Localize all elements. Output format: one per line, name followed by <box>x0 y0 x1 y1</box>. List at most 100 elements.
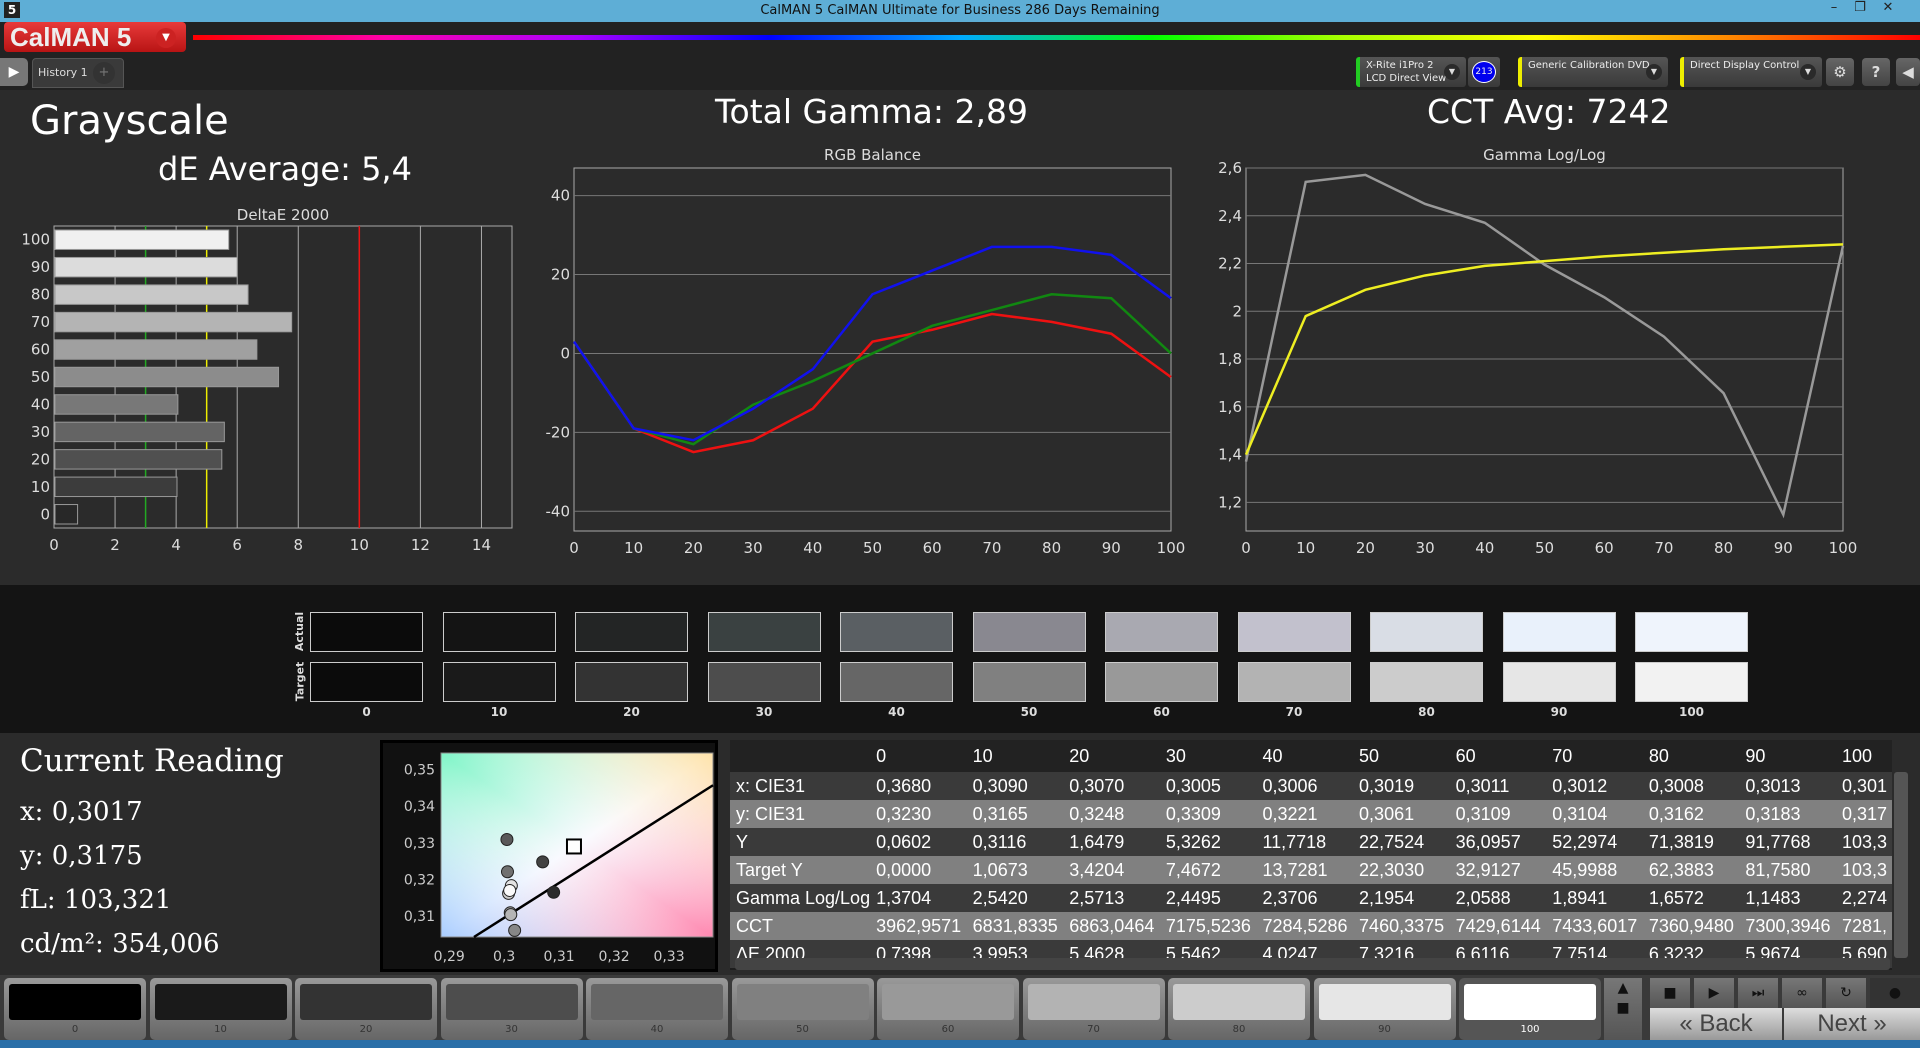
chevron-down-icon[interactable]: ▼ <box>1646 64 1662 80</box>
patch-0[interactable]: 0 <box>4 978 146 1040</box>
x-tick-label: 0 <box>1241 539 1251 557</box>
patch-70[interactable]: 70 <box>1022 978 1165 1040</box>
x-tick-label: 60 <box>923 539 942 557</box>
patch-10[interactable]: 10 <box>149 978 292 1040</box>
table-cell: 7433,6017 <box>1546 912 1643 940</box>
y-tick-label: 1,4 <box>1218 446 1242 464</box>
y-tick-label: 80 <box>31 286 50 304</box>
table-cell: 1,3704 <box>870 884 967 912</box>
column-header[interactable]: 60 <box>1449 740 1547 772</box>
bar-0 <box>54 504 79 525</box>
table-row: Y 0,0602 0,3116 1,6479 5,3262 11,7718 22,7524 3… <box>730 828 1892 856</box>
table-cell: 71,3819 <box>1642 828 1740 856</box>
close-button[interactable]: ✕ <box>1882 0 1894 15</box>
meter-badge[interactable]: 213 <box>1472 61 1496 83</box>
target-swatch-50 <box>972 662 1086 702</box>
app-icon[interactable]: 5 <box>4 2 20 18</box>
patch-label: 20 <box>359 1024 373 1035</box>
swatch-label: 20 <box>623 705 640 719</box>
patch-color <box>1027 984 1160 1020</box>
page-title: Grayscale <box>30 98 229 144</box>
table-row: y: CIE31 0,3230 0,3165 0,3248 0,3309 0,3221 0,… <box>730 800 1892 828</box>
meter-selector[interactable]: X-Rite i1Pro 2 LCD Direct View ▼ <box>1356 57 1466 87</box>
x-tick-label: 10 <box>350 536 369 554</box>
patch-60[interactable]: 60 <box>877 978 1019 1040</box>
refresh-icon[interactable]: ↻ <box>1826 978 1866 1008</box>
column-header[interactable]: 30 <box>1159 740 1257 772</box>
patch-40[interactable]: 40 <box>586 978 728 1040</box>
patch-30[interactable]: 30 <box>440 978 583 1040</box>
bar-30 <box>54 421 225 443</box>
patch-20[interactable]: 20 <box>295 978 437 1040</box>
play-icon[interactable]: ▶ <box>0 58 28 86</box>
patch-50[interactable]: 50 <box>731 978 874 1040</box>
source-selector[interactable]: Generic Calibration DVD ▼ <box>1518 57 1668 87</box>
y-tick-label: 0,34 <box>404 799 435 815</box>
calman-logo[interactable]: CalMAN 5 <box>4 22 186 52</box>
x-tick-label: 100 <box>1829 539 1858 557</box>
play-icon[interactable]: ▶ <box>1694 978 1734 1008</box>
swatch-comparison-panel: Actual Target 0 10 20 30 40 50 60 70 80 … <box>0 585 1920 733</box>
swatch-label: 50 <box>1020 705 1038 719</box>
column-header[interactable]: 80 <box>1642 740 1740 772</box>
patch-90[interactable]: 90 <box>1313 978 1456 1040</box>
gamma-chart: 1,2 1,4 1,6 1,8 2 2,2 2,4 2,6 0 10 20 30 40 50 60 70 80 9… <box>1218 162 1858 557</box>
rainbow-bar <box>193 35 1920 40</box>
table-cell: 0,0602 <box>870 828 967 856</box>
x-tick-label: 20 <box>1356 539 1375 557</box>
stop-icon[interactable]: ■ <box>1650 978 1690 1008</box>
column-header[interactable]: 90 <box>1739 740 1837 772</box>
patch-scroll-up[interactable]: ▲ ■ <box>1604 978 1642 1040</box>
target-swatch-10 <box>442 662 556 702</box>
cie-chart: 0,29 0,3 0,31 0,32 0,33 0,35 0,34 0,33 0,32 0,31 <box>404 752 714 965</box>
vertical-scrollbar[interactable] <box>1894 772 1908 958</box>
y-tick-label: 1,6 <box>1218 398 1242 416</box>
column-header[interactable]: 20 <box>1063 740 1160 772</box>
help-icon[interactable]: ? <box>1862 58 1890 86</box>
total-gamma: Total Gamma: 2,89 <box>715 92 1028 131</box>
table-cell: 103,3 <box>1836 828 1892 856</box>
measurement-point <box>500 865 514 879</box>
chevron-down-icon[interactable]: ▼ <box>1444 64 1460 80</box>
patch-label: 80 <box>1232 1024 1246 1035</box>
loop-icon[interactable]: ∞ <box>1782 978 1822 1008</box>
collapse-icon[interactable]: ◀ <box>1896 58 1920 86</box>
patch-100[interactable]: 100 <box>1459 978 1601 1040</box>
column-header[interactable]: 100 <box>1836 740 1892 772</box>
actual-swatch-30 <box>707 612 821 652</box>
target-swatch-90 <box>1502 662 1616 702</box>
gear-icon[interactable]: ⚙ <box>1826 58 1854 86</box>
back-button[interactable]: « Back <box>1650 1008 1782 1040</box>
y-tick-label: 1,8 <box>1218 350 1242 368</box>
display-selector[interactable]: Direct Display Control ▼ <box>1680 57 1822 87</box>
x-tick-label: 30 <box>1416 539 1435 557</box>
column-header[interactable]: 10 <box>966 740 1064 772</box>
measurement-point <box>504 908 518 922</box>
column-header[interactable]: 40 <box>1256 740 1354 772</box>
column-header[interactable] <box>730 740 871 772</box>
x-tick-label: 100 <box>1157 539 1186 557</box>
next-button[interactable]: Next » <box>1784 1008 1920 1040</box>
restore-button[interactable]: ❐ <box>1854 0 1866 15</box>
rgb-chart-title: RGB Balance <box>824 146 921 164</box>
horizontal-scrollbar[interactable] <box>735 958 1890 970</box>
x-tick-label: 0 <box>569 539 579 557</box>
table-cell: 1,8941 <box>1546 884 1643 912</box>
add-tab-button[interactable]: + <box>93 62 115 84</box>
step-icon[interactable]: ⏭ <box>1738 978 1778 1008</box>
table-cell: 11,7718 <box>1256 828 1354 856</box>
chevron-down-icon[interactable]: ▼ <box>1800 64 1816 80</box>
column-header[interactable]: 50 <box>1353 740 1450 772</box>
bar-60 <box>54 339 258 360</box>
rgb-balance-chart: -40 -20 0 20 40 0 10 20 30 40 50 60 70 80 90 100 <box>546 167 1186 557</box>
reading-x: x: 0,3017 <box>20 797 143 827</box>
patch-80[interactable]: 80 <box>1168 978 1310 1040</box>
table-cell: 2,4495 <box>1159 884 1257 912</box>
column-header[interactable]: 0 <box>870 740 967 772</box>
column-header[interactable]: 70 <box>1546 740 1643 772</box>
chevron-down-icon[interactable]: ▼ <box>156 28 176 48</box>
row-label: CCT <box>730 912 871 940</box>
patch-label: 70 <box>1087 1024 1100 1035</box>
minimize-button[interactable]: – <box>1830 0 1838 15</box>
record-icon[interactable]: ● <box>1870 978 1920 1008</box>
